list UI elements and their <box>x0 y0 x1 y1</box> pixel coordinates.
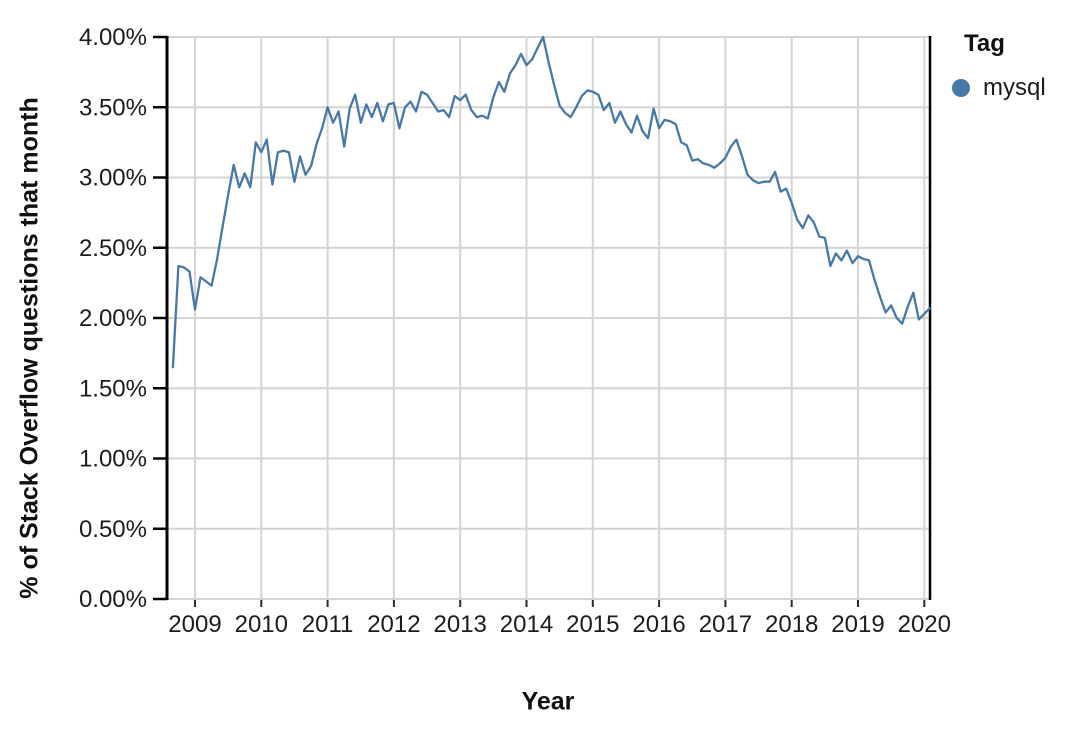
x-tick-label: 2020 <box>898 611 951 638</box>
x-tick-label: 2015 <box>566 611 619 638</box>
trend-line-mysql[interactable] <box>171 35 931 369</box>
y-tick-label: 3.50% <box>79 94 147 121</box>
legend-item-label: mysql <box>983 74 1046 101</box>
y-axis-title: % of Stack Overflow questions that month <box>15 97 44 599</box>
y-tick-label: 0.50% <box>79 516 147 543</box>
x-tick-label: 2018 <box>765 611 818 638</box>
x-tick-label: 2013 <box>434 611 487 638</box>
x-tick-label: 2011 <box>302 611 354 638</box>
x-tick-label: 2014 <box>500 611 553 638</box>
y-tick-label: 0.00% <box>79 586 147 613</box>
legend: Tag mysql <box>952 30 1046 102</box>
x-tick-label: 2009 <box>168 611 221 638</box>
y-tick-label: 4.00% <box>79 24 147 51</box>
y-tick-label: 3.00% <box>79 165 147 192</box>
x-tick-label: 2019 <box>831 611 884 638</box>
y-tick-label: 1.50% <box>79 375 147 402</box>
y-tick-label: 2.00% <box>79 305 147 332</box>
x-tick-label: 2016 <box>632 611 685 638</box>
x-axis-title: Year <box>521 687 575 716</box>
x-tick-label: 2012 <box>367 611 420 638</box>
legend-item-mysql: mysql <box>952 74 1046 102</box>
legend-dot-icon <box>952 79 970 97</box>
legend-title: Tag <box>964 30 1005 57</box>
y-tick-label: 2.50% <box>79 235 147 262</box>
x-tick-label: 2010 <box>235 611 288 638</box>
y-tick-label: 1.00% <box>79 446 147 473</box>
x-tick-label: 2017 <box>699 611 752 638</box>
